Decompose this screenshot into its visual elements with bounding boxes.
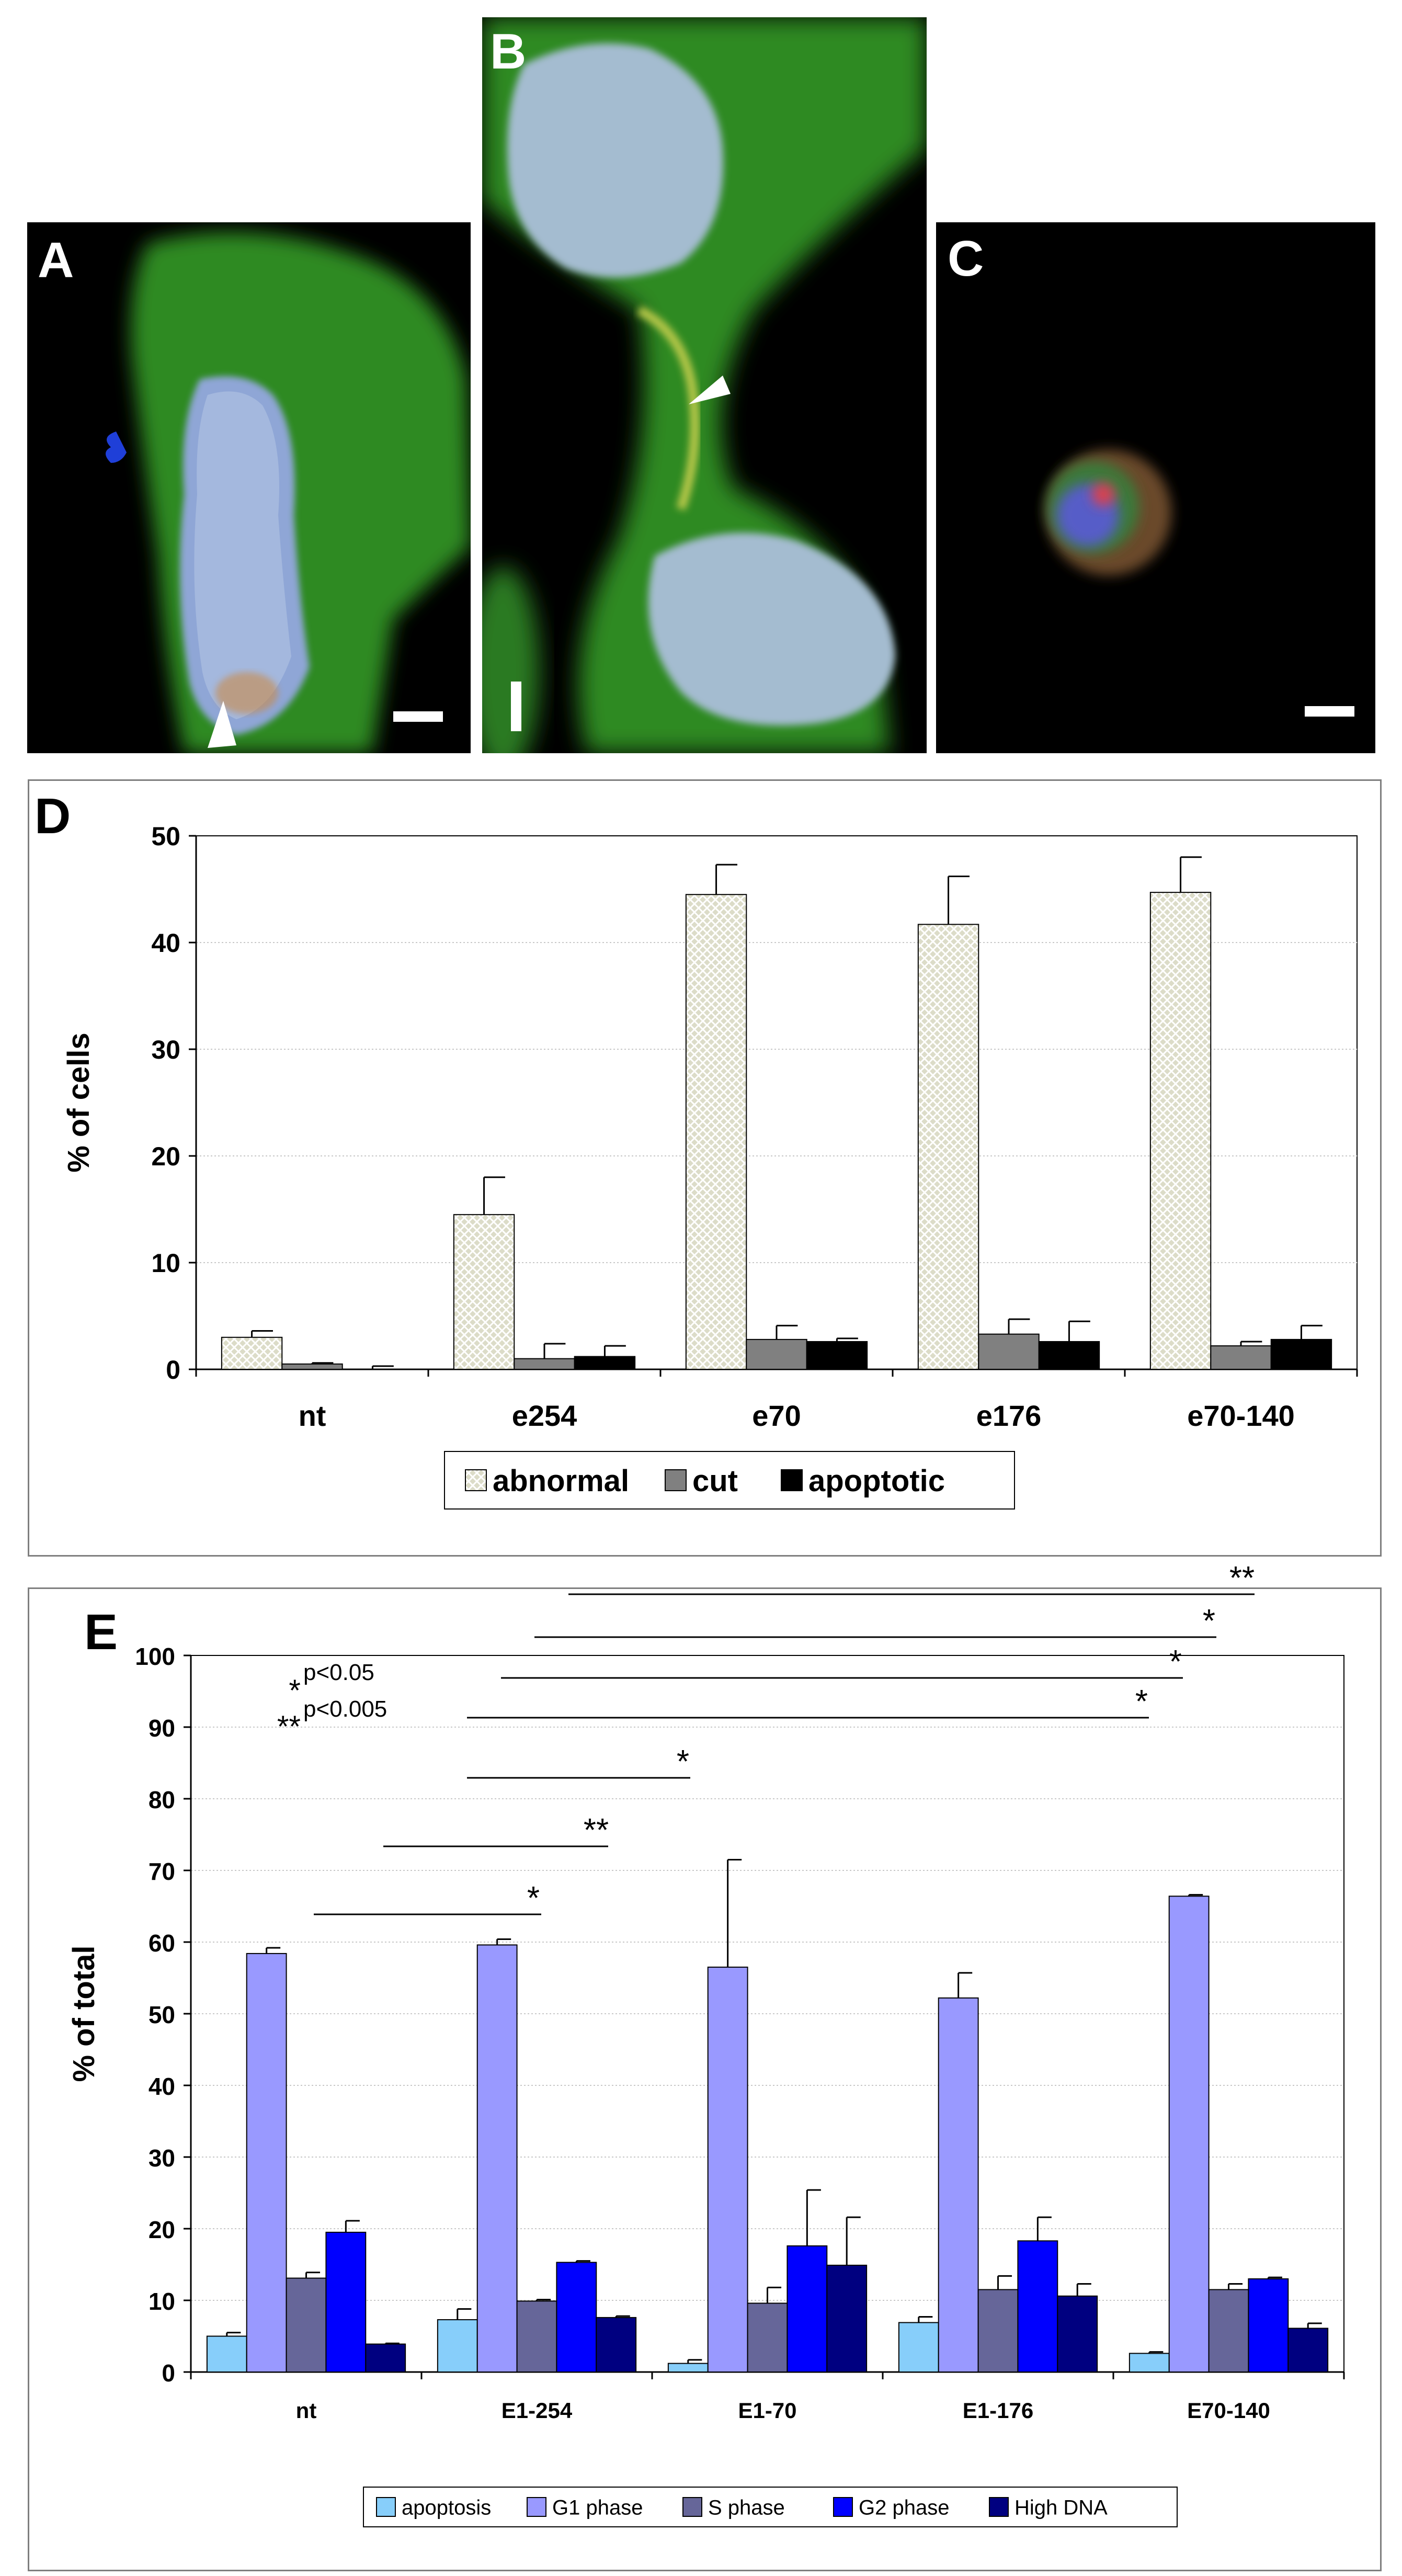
micrograph-b-image	[482, 17, 927, 753]
chart-e-frame: E	[28, 1587, 1382, 2571]
micrograph-a-image	[27, 222, 471, 753]
scale-bar-c	[1305, 706, 1354, 717]
arrowhead-a-icon	[208, 701, 236, 748]
panel-label-a: A	[38, 232, 74, 288]
panel-label-b: B	[490, 24, 527, 80]
panel-label-e: E	[84, 1604, 118, 1660]
micrograph-a: A	[27, 222, 471, 753]
micrograph-c: C	[936, 222, 1375, 753]
micrograph-c-image	[936, 222, 1375, 753]
panel-label-d: D	[35, 788, 71, 844]
scale-bar-a	[393, 711, 443, 722]
chart-d-frame: D	[28, 779, 1382, 1557]
arrowhead-b-icon	[689, 376, 731, 404]
micrograph-b: B	[482, 17, 927, 753]
panel-label-c: C	[948, 231, 984, 287]
scale-bar-b	[511, 682, 521, 731]
